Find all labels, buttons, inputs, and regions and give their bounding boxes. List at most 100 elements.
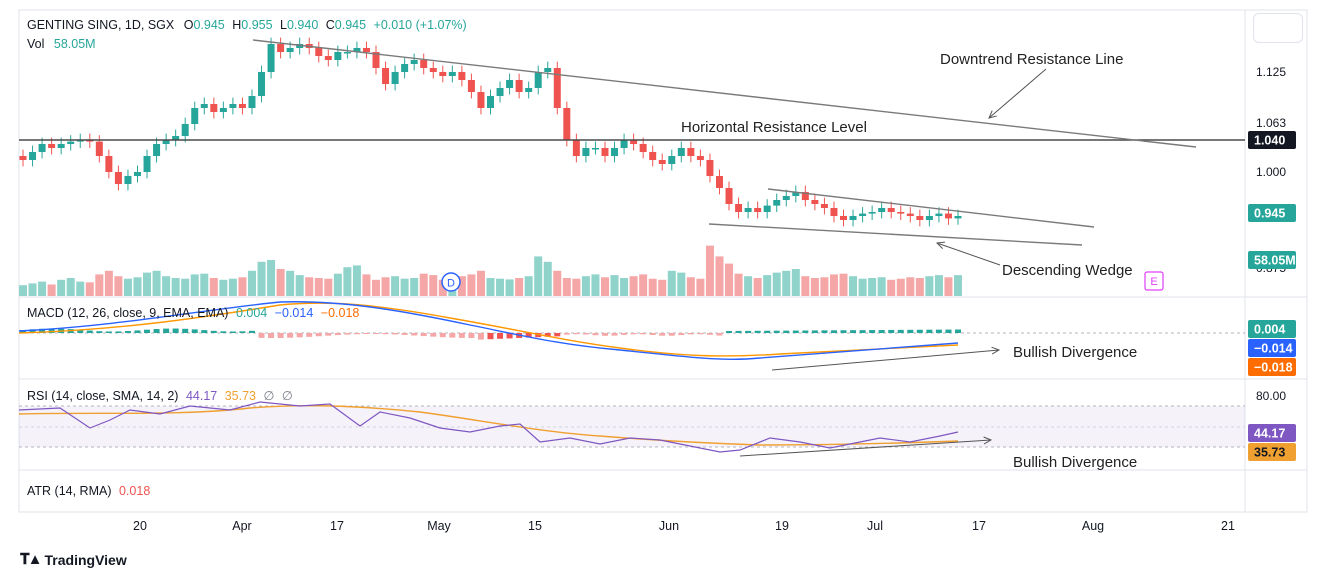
atr-label[interactable]: ATR (14, RMA) xyxy=(27,484,112,498)
macd-histogram-bar xyxy=(334,333,341,336)
candle xyxy=(38,144,46,152)
candle xyxy=(649,152,657,160)
candle xyxy=(124,176,132,184)
volume-bar xyxy=(372,279,381,296)
macd-histogram-bar xyxy=(144,329,151,333)
macd-histogram-bar xyxy=(315,333,322,337)
candle xyxy=(191,108,199,124)
tradingview-brand: TradingView xyxy=(44,551,127,568)
candle xyxy=(401,64,409,72)
price-tick: 1.125 xyxy=(1256,65,1286,79)
resistance-price-badge-text: 1.040 xyxy=(1254,134,1285,148)
macd-histogram-bar xyxy=(105,331,112,333)
macd-histogram-bar xyxy=(344,333,351,335)
volume-bar xyxy=(515,278,524,296)
volume-bar xyxy=(877,277,886,296)
candle xyxy=(534,72,542,88)
macd-histogram-bar xyxy=(325,333,332,336)
macd-histogram-bar xyxy=(907,329,914,333)
macd-histogram-bar xyxy=(411,333,418,336)
rsi-value: 44.17 xyxy=(185,389,218,403)
volume-bar xyxy=(247,270,256,296)
volume-bar xyxy=(677,272,686,296)
rsi-label[interactable]: RSI (14, close, SMA, 14, 2) xyxy=(27,389,179,403)
macd-histogram-bar xyxy=(296,333,303,338)
volume-bar xyxy=(486,278,495,296)
macd-histogram-bar xyxy=(716,333,723,336)
candle xyxy=(210,104,218,112)
macd-histogram-bar xyxy=(850,330,857,333)
dividend-marker xyxy=(441,272,461,292)
tradingview-logo[interactable]: 𝐓▲ TradingView xyxy=(20,551,127,568)
candle xyxy=(668,156,676,164)
last-price-badge-text: 0.945 xyxy=(1254,207,1285,221)
macd-histogram-bar xyxy=(869,330,876,333)
candle xyxy=(258,72,266,96)
wedge-annotation: Descending Wedge xyxy=(1002,262,1133,279)
price-tick: 1.063 xyxy=(1256,116,1286,130)
low-value: 0.940 xyxy=(286,18,319,32)
macd-hist-value: −0.018 xyxy=(320,306,360,320)
macd-histogram-bar xyxy=(802,330,809,333)
macd-hist-badge xyxy=(1248,358,1296,376)
volume-bar xyxy=(639,274,648,296)
macd-histogram-bar xyxy=(258,333,265,338)
volume-bar xyxy=(38,281,47,296)
candle xyxy=(887,208,895,212)
candle xyxy=(334,52,342,60)
candle xyxy=(954,216,962,219)
macd-histogram-bar xyxy=(878,329,885,333)
macd-histogram-bar xyxy=(134,330,141,333)
candle xyxy=(544,68,552,72)
volume-bar xyxy=(896,278,905,296)
macd-histogram-bar xyxy=(77,329,84,333)
volume-bar xyxy=(381,277,390,296)
macd-histogram-bar xyxy=(955,329,961,333)
symbol-label[interactable]: GENTING SING, 1D, SGX xyxy=(27,18,175,32)
candle xyxy=(277,44,285,52)
macd-legend: MACD (12, 26, close, 9, EMA, EMA) 0.004 … xyxy=(27,306,359,320)
volume-bar xyxy=(934,275,943,296)
volume-bar xyxy=(314,278,323,296)
volume-bar xyxy=(400,278,409,296)
open-value: 0.945 xyxy=(193,18,225,32)
volume-bar xyxy=(505,279,514,296)
macd-histogram-bar xyxy=(239,331,246,333)
macd-histogram-bar xyxy=(926,329,933,333)
candle xyxy=(725,188,733,204)
macd-histogram-bar xyxy=(668,333,675,336)
time-tick: May xyxy=(427,519,451,533)
volume-value: 58.05M xyxy=(53,37,96,51)
macd-histogram-bar xyxy=(229,331,236,333)
candle xyxy=(859,213,867,216)
rsi-empty-2: ∅ xyxy=(281,389,293,403)
macd-histogram-bar xyxy=(153,329,160,333)
volume-bar xyxy=(839,273,848,296)
rsi-sma-line xyxy=(18,404,959,446)
volume-bar xyxy=(543,261,552,296)
candle xyxy=(916,216,924,220)
high-value: 0.955 xyxy=(241,18,273,32)
candle xyxy=(19,156,27,160)
candle xyxy=(76,140,84,142)
candle xyxy=(735,204,743,212)
volume-bar xyxy=(658,279,667,296)
volume-bar xyxy=(810,278,819,296)
chart-settings-button[interactable] xyxy=(1253,13,1303,43)
volume-bar xyxy=(19,285,27,296)
close-label: C xyxy=(325,18,335,32)
volume-label[interactable]: Vol xyxy=(27,37,45,51)
macd-histogram-bar xyxy=(439,333,446,338)
macd-histogram-bar xyxy=(601,333,608,336)
macd-histogram-bar xyxy=(535,333,542,338)
candle xyxy=(658,160,666,164)
candle xyxy=(811,200,819,204)
macd-histogram-bar xyxy=(621,333,628,335)
macd-label[interactable]: MACD (12, 26, close, 9, EMA, EMA) xyxy=(27,306,229,320)
wedge-arrow xyxy=(936,242,1001,266)
macd-histogram-bar xyxy=(248,330,255,333)
candle xyxy=(487,96,494,108)
candle xyxy=(801,192,809,200)
macd-histogram-bar xyxy=(363,333,370,335)
